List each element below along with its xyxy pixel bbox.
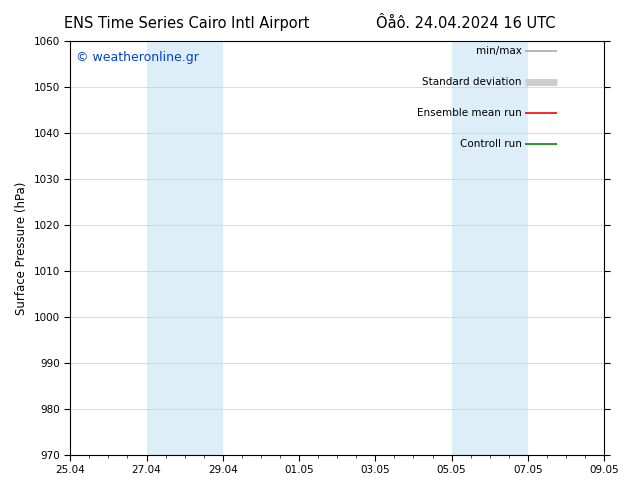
Text: © weatheronline.gr: © weatheronline.gr [75, 51, 198, 64]
Text: Controll run: Controll run [460, 140, 521, 149]
Text: Ensemble mean run: Ensemble mean run [417, 108, 521, 119]
Bar [451, 41, 528, 455]
Text: Ôåô. 24.04.2024 16 UTC: Ôåô. 24.04.2024 16 UTC [376, 16, 556, 31]
Text: min/max: min/max [476, 47, 521, 56]
Y-axis label: Surface Pressure (hPa): Surface Pressure (hPa) [15, 181, 28, 315]
Text: ENS Time Series Cairo Intl Airport: ENS Time Series Cairo Intl Airport [64, 16, 310, 31]
Text: Standard deviation: Standard deviation [422, 77, 521, 87]
Bar [146, 41, 223, 455]
